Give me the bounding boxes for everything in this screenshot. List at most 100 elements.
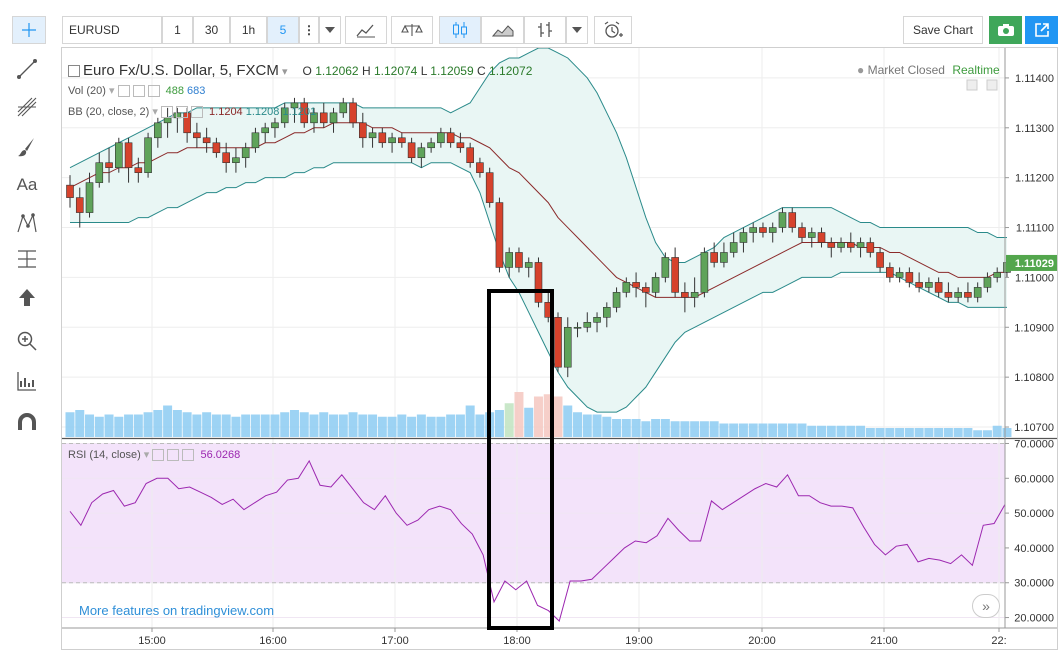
candle-body [232, 157, 240, 164]
text-icon: Aa [16, 175, 38, 194]
volume-bar [85, 414, 95, 437]
candle-body [807, 232, 816, 238]
rsi-tick-label: 50.0000 [1014, 508, 1054, 520]
area-style-button[interactable] [481, 16, 524, 44]
chart-style-dropdown[interactable] [566, 16, 588, 44]
volume-bar [953, 428, 963, 437]
trend-line-tool[interactable] [12, 56, 42, 82]
candle-body [524, 262, 533, 268]
volume-bar [709, 421, 719, 437]
candle-body [563, 326, 572, 368]
rsi-tick-label: 60.0000 [1014, 473, 1054, 485]
save-chart-button[interactable]: Save Chart [903, 16, 983, 44]
candle-body [993, 272, 1002, 278]
volume-bar [114, 416, 124, 437]
zoom-tool[interactable] [12, 328, 42, 354]
interval-1h-button[interactable]: 1h [230, 16, 267, 44]
candle-body [134, 167, 143, 173]
eye-icon[interactable] [152, 449, 165, 462]
popout-button[interactable] [1025, 16, 1058, 44]
chart-canvas[interactable]: 1.11400 1.11300 1.11200 1.11100 1.11000 1.109… [62, 48, 1057, 649]
candle-body [915, 282, 923, 288]
interval-30-button[interactable]: 30 [193, 16, 230, 44]
candle-body [534, 262, 543, 303]
interval-1-button[interactable]: 1 [162, 16, 193, 44]
settings-icon[interactable] [132, 85, 145, 98]
candle-body [485, 172, 494, 203]
volume-bar [163, 405, 173, 437]
candle-body [154, 122, 162, 139]
settings-icon[interactable] [167, 449, 180, 462]
alert-button[interactable] [594, 16, 632, 44]
indicators-button[interactable] [345, 16, 387, 44]
volume-bar [329, 414, 339, 437]
time-tick-label: 19:00 [625, 635, 653, 647]
volume-bar [75, 410, 85, 437]
candle-body [720, 252, 728, 263]
ruler-tool[interactable] [12, 368, 42, 394]
candle-body [75, 197, 84, 213]
symbol-input[interactable] [62, 16, 162, 44]
candle-body [261, 127, 269, 134]
arrow-tool[interactable] [12, 284, 42, 310]
time-tick-label: 20:00 [748, 635, 776, 647]
volume-ma-value: 683 [187, 85, 206, 97]
time-tick-label: 16:00 [259, 635, 287, 647]
close-icon[interactable] [190, 106, 203, 119]
volume-bar [631, 419, 641, 437]
candle-body [271, 122, 279, 129]
candle-body [300, 102, 309, 124]
volume-bar [807, 425, 817, 437]
volume-bar [651, 419, 661, 437]
rsi-line [69, 459, 1006, 622]
volume-bar [699, 421, 709, 437]
volume-bar [221, 414, 231, 437]
candle-body [934, 282, 943, 293]
volume-bar [172, 410, 182, 437]
candle-body [427, 142, 435, 149]
collapse-icon[interactable] [68, 65, 80, 78]
interval-5-button[interactable]: 5 [267, 16, 299, 44]
volume-bar [885, 428, 895, 437]
bars-style-button[interactable] [524, 16, 566, 44]
candle-body [212, 142, 221, 154]
brush-tool[interactable] [12, 134, 42, 160]
ruler-icon [17, 372, 36, 391]
chevron-down-icon[interactable] [319, 16, 341, 44]
volume-bar [338, 414, 348, 437]
text-tool[interactable]: Aa [12, 172, 42, 198]
bb-upper-value: 1.1208 [245, 106, 280, 118]
bb-legend: BB (20, close, 2) ▾ 1.1204 1.1208 1.1201 [68, 106, 317, 119]
candle-body [466, 147, 474, 164]
measure-tool[interactable] [12, 246, 42, 272]
candles-style-button[interactable] [439, 16, 481, 44]
candle-body [95, 162, 104, 183]
volume-bar [670, 421, 680, 437]
settings-icon[interactable] [175, 106, 188, 119]
scroll-to-realtime-button[interactable]: » [972, 594, 1000, 618]
scale-button [986, 79, 998, 91]
pattern-tool[interactable] [12, 210, 42, 236]
watermark-link[interactable]: More features on tradingview.com [79, 603, 275, 618]
pitchfork-icon [17, 97, 37, 117]
magnet-tool[interactable] [12, 410, 42, 436]
volume-bar [377, 416, 387, 437]
pitchfork-tool[interactable] [12, 94, 42, 120]
close-icon[interactable] [182, 449, 195, 462]
eye-icon[interactable] [160, 106, 173, 119]
more-intervals-button[interactable]: ⋮ [299, 16, 319, 44]
candle-body [310, 112, 318, 124]
candle-body [280, 107, 289, 124]
volume-bar [289, 410, 299, 437]
snapshot-button[interactable] [989, 16, 1022, 44]
crosshair-tool-button[interactable] [12, 16, 46, 44]
volume-bar [680, 421, 690, 437]
candle-body [388, 137, 396, 144]
candle-body [768, 227, 777, 233]
eye-icon[interactable] [117, 85, 130, 98]
compare-button[interactable] [391, 16, 433, 44]
close-icon[interactable] [147, 85, 160, 98]
volume-bar [904, 428, 914, 437]
candle-body [690, 292, 699, 298]
volume-bar [455, 414, 465, 437]
